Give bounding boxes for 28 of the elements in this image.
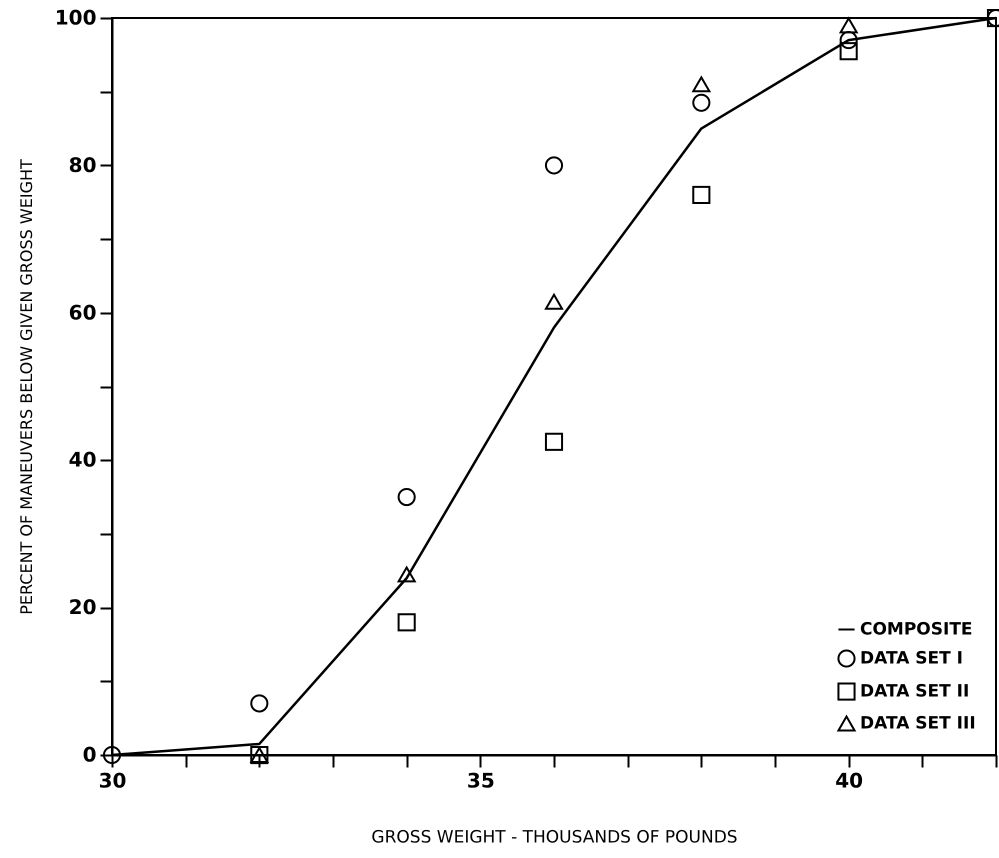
point (840, 17, 858, 34)
legend-label: DATA SET I (860, 648, 963, 668)
legend-label: DATA SET III (860, 714, 976, 734)
x-axis-title: GROSS WEIGHT - THOUSANDS OF POUNDS (371, 828, 738, 848)
point (398, 613, 416, 632)
point (692, 94, 710, 112)
point (544, 294, 564, 310)
point (398, 488, 416, 506)
y-tick-label: 60 (68, 300, 96, 324)
point (840, 42, 858, 60)
x-tick-label: 40 (835, 768, 864, 792)
point (692, 76, 710, 92)
y-tick-label: 80 (68, 152, 96, 177)
x-tick-label: 30 (98, 768, 126, 792)
y-tick-label: 20 (68, 595, 96, 620)
y-tick-label: 100 (54, 6, 96, 30)
legend-label: COMPOSITE (860, 620, 973, 640)
x-tick-label: 35 (466, 768, 495, 792)
legend-label: DATA SET II (860, 682, 970, 702)
point (398, 566, 416, 582)
y-tick-label: 0 (82, 742, 96, 766)
point (692, 186, 710, 204)
point (544, 156, 564, 174)
point (840, 31, 858, 50)
y-axis-title: PERCENT OF MANEUVERS BELOW GIVEN GROSS WEIGHT (16, 159, 36, 615)
point (544, 432, 564, 451)
y-tick-label: 40 (68, 448, 96, 472)
point (250, 694, 268, 712)
